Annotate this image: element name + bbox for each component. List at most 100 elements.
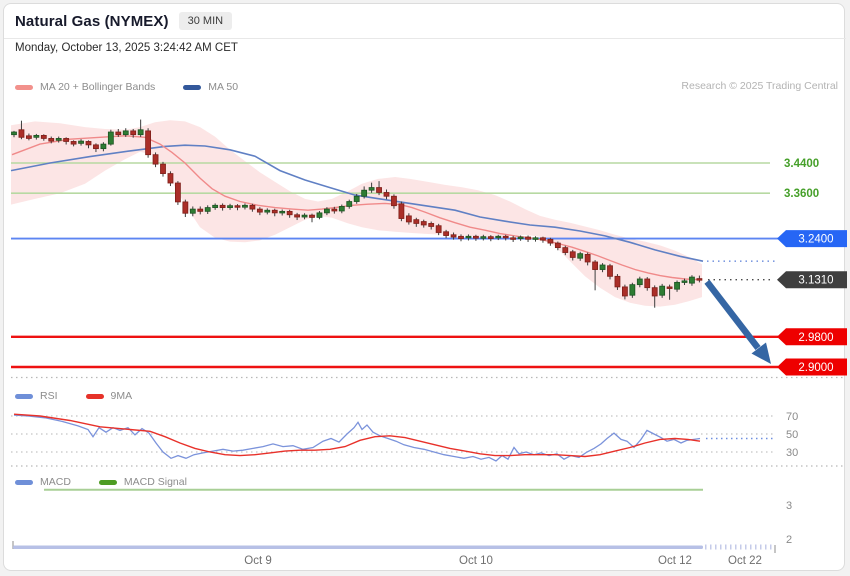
candle-body [547,238,554,244]
rsi-legend: RSI 9MA [15,390,154,402]
candle-body [361,189,368,197]
candle-body [376,187,382,193]
candle-body [145,130,152,156]
price-level-tag-label: 3.2400 [798,234,833,246]
candle-body [450,234,457,238]
candle-body [130,130,137,136]
candle-body [182,201,189,214]
candle-body [85,141,92,146]
rsi-swatch-icon [15,393,33,399]
candle-body [420,221,427,226]
candle-body [152,154,159,165]
candle-body [405,215,412,223]
candle-body [599,264,606,270]
candle-body [25,135,32,139]
candle-body [353,195,360,202]
x-axis-label: Oct 9 [244,555,271,567]
rsi-axis-label: 50 [786,429,798,441]
candle-body [666,286,673,289]
candle-body [279,210,286,214]
candle-body [435,225,442,233]
chart-datetime: Monday, October 13, 2025 3:24:42 AM CET [15,42,238,54]
candle-body [264,209,271,213]
rsi-axis-label: 30 [786,447,798,459]
legend-label: MA 20 + Bollinger Bands [40,81,156,93]
candle-body [674,281,680,290]
candle-body [316,212,323,218]
candle-body [227,205,233,208]
forecast-arrow-head [751,342,771,364]
rsi-9ma-swatch-icon [85,393,104,399]
candle-body [577,253,584,259]
legend-label: MA 50 [208,81,239,93]
legend-label: 9MA [110,390,133,402]
candle-body [93,144,99,150]
candle-body [629,284,636,296]
candle-body [659,285,666,296]
candle-body [502,235,509,239]
candle-body [167,173,174,184]
candle-body [40,135,47,139]
candle-body [472,235,479,239]
legend-item-ma50: MA 50 [183,81,238,93]
candle-body [346,201,353,207]
candle-body [607,265,613,277]
candle-body [644,278,651,289]
candle-body [100,143,107,150]
main-legend: MA 20 + Bollinger Bands MA 50 [15,81,260,93]
candle-body [622,286,628,297]
candle-body [525,236,531,240]
candle-body [569,251,576,258]
candle-body [301,214,308,218]
candle-body [338,206,345,212]
candle-body [323,208,330,214]
candle-body [465,235,472,239]
macd-signal-swatch-icon [98,479,117,485]
timeframe-badge[interactable]: 30 MIN [178,12,233,30]
price-level-tag [777,230,847,248]
candle-body [204,207,211,212]
bollinger-band-area [11,120,702,307]
candle-body [174,182,181,203]
candle-body [309,214,315,218]
time-scrollbar[interactable] [13,545,703,550]
candle-body [286,210,293,216]
legend-label: MACD [40,476,71,488]
macd-swatch-icon [15,479,33,485]
candle-body [219,204,226,208]
price-level-tag [777,358,847,376]
candle-body [584,254,591,263]
forecast-arrow-shaft [704,279,761,350]
candle-body [18,129,25,138]
candle-body [592,261,598,270]
candle-body [331,208,338,212]
legend-item-rsi: RSI [15,390,58,402]
candle-body [413,219,420,224]
header: Natural Gas (NYMEX) 30 MIN [4,4,846,39]
legend-label: RSI [40,390,58,402]
legend-item-9ma: 9MA [85,390,133,402]
price-level-tag [777,271,847,289]
candle-body [160,163,166,174]
copyright-text: Research © 2025 Trading Central [681,80,838,92]
candle-body [63,138,70,142]
candle-body [532,237,539,240]
candle-body [510,237,517,240]
candle-body [428,223,435,227]
candle-body [540,237,546,241]
candle-body [651,287,658,297]
price-level-tag [777,328,847,346]
candle-body [107,131,114,145]
candle-body [495,235,502,239]
candle-body [294,214,301,218]
macd-legend: MACD MACD Signal [15,476,209,488]
page-title: Natural Gas (NYMEX) [15,12,169,30]
candle-body [271,209,278,214]
legend-item-macd-signal: MACD Signal [98,476,187,488]
chart-card [3,3,845,571]
candle-body [614,275,621,288]
macd-axis-label: 3 [786,500,792,512]
candle-body [398,203,405,219]
x-axis-label: Oct 10 [459,555,493,567]
